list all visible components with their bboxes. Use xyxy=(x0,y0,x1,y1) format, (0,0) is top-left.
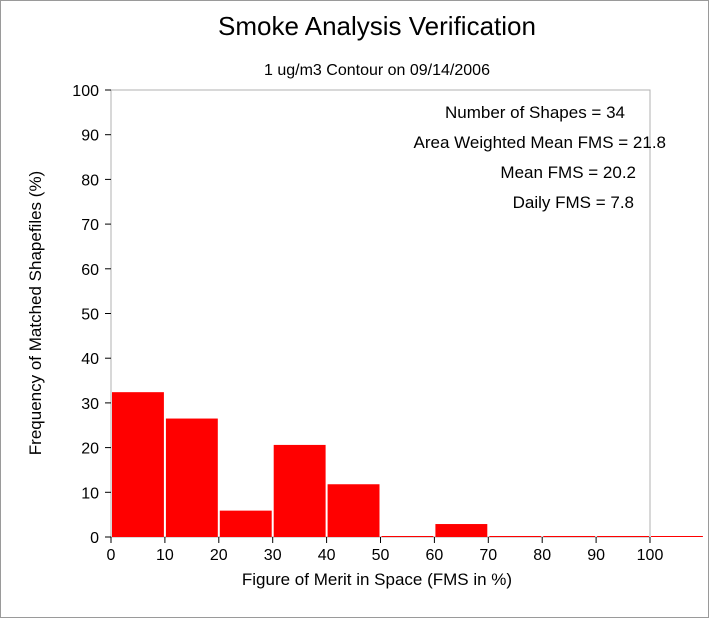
stats-annotation-line: Mean FMS = 20.2 xyxy=(500,163,636,182)
y-tick-label: 30 xyxy=(81,396,99,413)
x-axis-label: Figure of Merit in Space (FMS in %) xyxy=(242,570,512,589)
y-axis-label: Frequency of Matched Shapefiles (%) xyxy=(26,171,45,455)
histogram-bar xyxy=(165,418,218,537)
histogram-bar xyxy=(597,536,649,537)
histogram-bar xyxy=(489,536,542,537)
x-tick-label: 100 xyxy=(637,547,664,564)
y-axis-ticks: 0 10 20 30 40 50 60 70 80 90 100 xyxy=(72,83,111,547)
y-tick-label: 90 xyxy=(81,128,99,145)
x-axis-ticks: 0 10 20 30 40 50 60 70 80 90 100 xyxy=(107,537,664,564)
histogram-bar xyxy=(219,510,272,537)
histogram-bar xyxy=(435,524,488,537)
histogram-bar xyxy=(651,536,703,537)
x-tick-label: 30 xyxy=(264,547,282,564)
y-tick-label: 50 xyxy=(81,307,99,324)
stats-annotations: Number of Shapes = 34 Area Weighted Mean … xyxy=(414,103,666,212)
y-tick-label: 20 xyxy=(81,441,99,458)
stats-annotation-line: Number of Shapes = 34 xyxy=(445,103,625,122)
bar-group xyxy=(112,392,703,537)
x-tick-label: 60 xyxy=(426,547,444,564)
y-tick-label: 80 xyxy=(81,172,99,189)
y-tick-label: 0 xyxy=(90,530,99,547)
x-tick-label: 40 xyxy=(318,547,336,564)
histogram-bar xyxy=(327,484,380,537)
x-tick-label: 20 xyxy=(210,547,228,564)
chart-title: Smoke Analysis Verification xyxy=(218,11,536,41)
chart-subtitle: 1 ug/m3 Contour on 09/14/2006 xyxy=(264,62,490,79)
stats-annotation-line: Daily FMS = 7.8 xyxy=(513,193,634,212)
x-tick-label: 80 xyxy=(533,547,551,564)
x-tick-label: 90 xyxy=(587,547,605,564)
x-tick-label: 10 xyxy=(156,547,174,564)
y-tick-label: 40 xyxy=(81,351,99,368)
histogram-bar xyxy=(273,444,326,537)
histogram-bar xyxy=(543,536,596,537)
x-tick-label: 70 xyxy=(479,547,497,564)
histogram-bar xyxy=(381,536,434,537)
histogram-bar xyxy=(112,392,164,537)
x-tick-label: 50 xyxy=(372,547,390,564)
stats-annotation-line: Area Weighted Mean FMS = 21.8 xyxy=(414,133,666,152)
y-tick-label: 70 xyxy=(81,217,99,234)
y-tick-label: 60 xyxy=(81,262,99,279)
y-tick-label: 10 xyxy=(81,485,99,502)
x-tick-label: 0 xyxy=(107,547,116,564)
y-tick-label: 100 xyxy=(72,83,99,100)
